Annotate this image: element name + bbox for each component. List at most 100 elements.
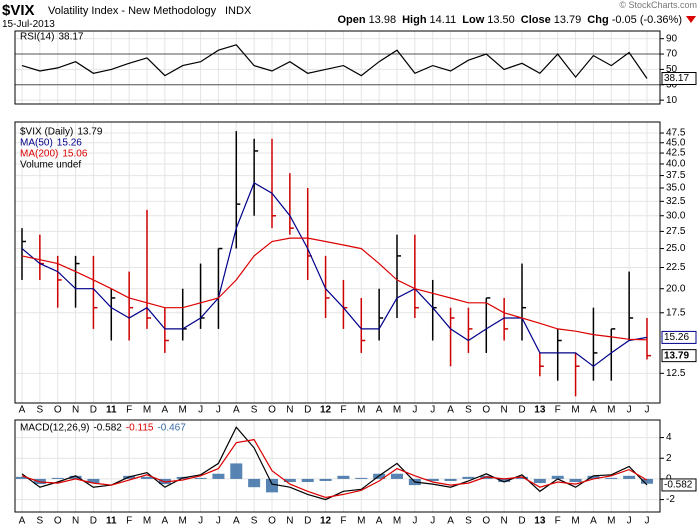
x-tick-label: D <box>304 405 311 416</box>
x-tick-label: F <box>340 516 346 527</box>
x-tick-label: A <box>376 516 383 527</box>
x-tick-label: A <box>447 516 454 527</box>
legend-value: 38.17 <box>58 32 83 43</box>
x-tick-label: J <box>412 516 417 527</box>
y-tick-label: 50 <box>666 64 678 75</box>
x-tick-label: J <box>198 516 203 527</box>
x-tick-label: M <box>607 405 615 416</box>
x-tick-label: A <box>233 516 240 527</box>
x-tick-label: N <box>72 405 79 416</box>
legend-value: -0.115 <box>126 423 154 434</box>
x-tick-label: S <box>251 516 258 527</box>
legend-label: $VIX (Daily) <box>20 127 73 138</box>
series-line <box>21 44 648 79</box>
histogram-bar <box>623 475 636 479</box>
x-tick-label: J <box>216 405 221 416</box>
date: 15-Jul-2013 <box>2 19 55 30</box>
x-tick-label: M <box>571 405 579 416</box>
histogram-bar <box>283 478 296 483</box>
x-tick-label: J <box>627 516 632 527</box>
x-tick-label: J <box>216 516 221 527</box>
x-tick-label: M <box>143 516 151 527</box>
x-tick-label: F <box>555 405 561 416</box>
x-tick-label: A <box>19 516 26 527</box>
y-tick-label: 25.0 <box>666 243 686 254</box>
value-box-label: 38.17 <box>664 73 689 84</box>
y-tick-label: 37.5 <box>666 170 686 181</box>
quote-label: Close <box>520 14 551 26</box>
quote-value: 13.79 <box>553 14 582 26</box>
x-tick-label: M <box>357 405 365 416</box>
x-tick-label: O <box>54 516 62 527</box>
x-tick-label: M <box>393 516 401 527</box>
histogram-bar <box>319 478 332 481</box>
y-tick-label: 20.0 <box>666 283 686 294</box>
y-tick-label: 32.5 <box>666 196 686 207</box>
value-box-label: 13.79 <box>664 350 689 361</box>
x-tick-label: N <box>286 516 293 527</box>
x-tick-label: O <box>482 405 490 416</box>
legend-value: 15.06 <box>62 149 87 160</box>
x-tick-label: A <box>447 405 454 416</box>
y-tick-label: 12.5 <box>666 368 686 379</box>
x-tick-label: J <box>430 516 435 527</box>
y-tick-label: 17.5 <box>666 307 686 318</box>
x-tick-label: 13 <box>534 405 546 416</box>
histogram-bar <box>266 478 278 493</box>
x-tick-label: D <box>518 405 525 416</box>
legend-label: Volume undef <box>20 160 81 171</box>
x-tick-label: N <box>501 405 508 416</box>
panel-border <box>14 419 661 513</box>
y-tick-label: 22.5 <box>666 262 686 273</box>
value-box <box>661 349 697 363</box>
y-tick-label: 45.0 <box>666 137 686 148</box>
histogram-bar <box>194 477 207 479</box>
x-tick-label: A <box>19 405 26 416</box>
y-tick-label: 47.5 <box>666 128 686 139</box>
y-tick-label: -2 <box>666 494 675 505</box>
quote-label: High <box>402 14 427 26</box>
x-tick-label: S <box>37 405 44 416</box>
x-tick-label: S <box>465 516 472 527</box>
histogram-bar <box>141 476 153 479</box>
value-box <box>661 330 697 344</box>
x-tick-label: M <box>607 516 615 527</box>
x-tick-label: M <box>179 405 187 416</box>
quote-label: Low <box>462 14 485 26</box>
quote-line: Open 13.98 High 14.11 Low 13.50 Close 13.79 Chg -… <box>331 14 682 26</box>
x-tick-label: M <box>571 516 579 527</box>
x-tick-label: M <box>393 405 401 416</box>
y-tick-label: 70 <box>666 49 678 60</box>
y-tick-label: 90 <box>666 33 678 44</box>
y-tick-label: 4 <box>666 432 672 443</box>
x-tick-label: N <box>72 516 79 527</box>
x-tick-label: S <box>37 516 44 527</box>
quote-value: 13.50 <box>487 14 515 26</box>
value-box <box>661 478 697 492</box>
x-tick-label: F <box>126 516 132 527</box>
y-tick-label: 10 <box>666 95 678 106</box>
x-tick-label: O <box>268 516 276 527</box>
y-tick-label: 42.5 <box>666 148 686 159</box>
legend-label: MACD(12,26,9) <box>20 423 89 434</box>
legend-value: -0.582 <box>93 423 122 434</box>
histogram-bar <box>426 478 439 481</box>
histogram-bar <box>533 478 546 484</box>
symbol: $VIX <box>2 2 35 19</box>
histogram-bar <box>551 475 564 479</box>
legend-value: 13.79 <box>77 127 102 138</box>
x-tick-label: S <box>465 405 472 416</box>
x-tick-label: M <box>357 516 365 527</box>
quote-value: 14.11 <box>429 14 457 26</box>
panel-border <box>14 30 661 105</box>
x-tick-label: A <box>233 405 240 416</box>
x-tick-label: A <box>590 405 597 416</box>
x-tick-label: 11 <box>106 516 117 527</box>
x-tick-label: F <box>126 405 132 416</box>
histogram-bar <box>230 463 243 479</box>
histogram-bar <box>587 475 600 479</box>
x-tick-label: O <box>54 405 62 416</box>
series-line <box>21 438 648 499</box>
y-tick-label: 35.0 <box>666 183 686 194</box>
